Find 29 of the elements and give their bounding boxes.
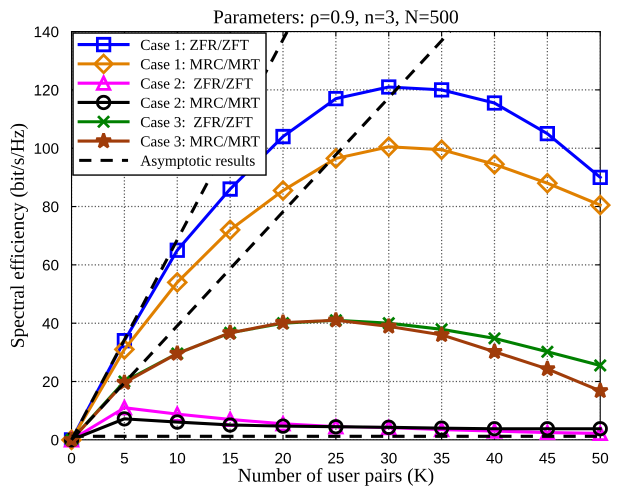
legend-label: Case 2: MRC/MRT xyxy=(140,98,260,108)
x-axis-title: Number of user pairs (K) xyxy=(238,468,434,486)
y-tick-label: 120 xyxy=(34,84,58,96)
y-tick-label: 20 xyxy=(42,376,58,388)
x-tick-label: 25 xyxy=(328,452,344,464)
x-tick-label: 45 xyxy=(539,452,556,464)
y-tick-label: 40 xyxy=(42,318,58,329)
x-tick-label: 15 xyxy=(222,452,238,464)
x-tick-label: 50 xyxy=(592,452,608,464)
x-tick-label: 10 xyxy=(170,452,186,464)
legend-label: Case 3: MRC/MRT xyxy=(140,136,260,147)
x-tick-label: 35 xyxy=(434,452,450,464)
x-tick-label: 5 xyxy=(120,452,128,464)
x-tick-label: 30 xyxy=(380,452,397,464)
legend-label: Case 2: ZFR/ZFT xyxy=(140,78,252,89)
legend-label: Case 1: ZFR/ZFT xyxy=(140,40,249,50)
chart-title: Parameters: ρ=0.9, n=3, N=500 xyxy=(214,10,458,28)
legend-label: Case 3: ZFR/ZFT xyxy=(140,116,252,128)
y-tick-label: 140 xyxy=(34,26,58,38)
x-tick-label: 20 xyxy=(275,452,291,464)
y-tick-label: 60 xyxy=(42,260,58,271)
x-tick-label: 40 xyxy=(486,452,502,464)
y-tick-label: 80 xyxy=(42,201,58,212)
legend-label: Asymptotic results xyxy=(140,155,255,169)
y-tick-label: 100 xyxy=(34,143,58,154)
y-axis-title: Spectral efficiency (bit/s/Hz) xyxy=(10,124,28,348)
y-tick-label: 0 xyxy=(51,434,58,446)
x-tick-label: 0 xyxy=(68,452,76,464)
legend-label: Case 1: MRC/MRT xyxy=(140,59,260,70)
